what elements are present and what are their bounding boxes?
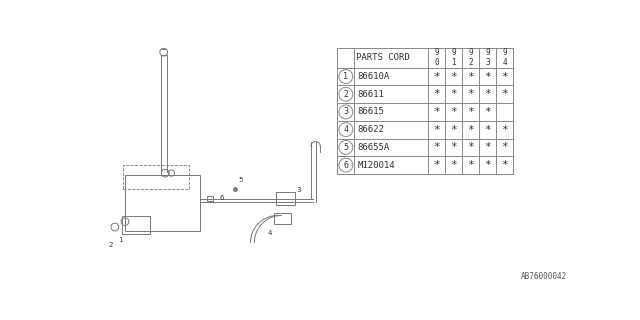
Text: *: * (484, 125, 491, 135)
Bar (276, 192, 294, 205)
Text: 1: 1 (343, 72, 348, 81)
Text: *: * (484, 160, 491, 170)
Text: 2: 2 (109, 242, 113, 248)
Text: *: * (484, 107, 491, 117)
Text: 3: 3 (296, 188, 301, 193)
Text: *: * (450, 89, 457, 99)
Bar (122, 215, 150, 234)
Text: 6: 6 (343, 161, 348, 170)
Text: 86655A: 86655A (358, 143, 390, 152)
Bar (274, 213, 291, 224)
Text: *: * (433, 160, 440, 170)
Text: *: * (501, 89, 508, 99)
Text: 86610A: 86610A (358, 72, 390, 81)
Text: 4: 4 (343, 125, 348, 134)
Text: *: * (501, 142, 508, 152)
Text: *: * (433, 89, 440, 99)
Text: 5: 5 (343, 143, 348, 152)
Text: 9
2: 9 2 (468, 48, 473, 67)
Text: *: * (467, 125, 474, 135)
Text: *: * (484, 89, 491, 99)
Bar (337, 48, 513, 174)
Text: *: * (501, 71, 508, 82)
Text: PARTS CORD: PARTS CORD (356, 53, 410, 62)
Text: 86615: 86615 (358, 108, 385, 116)
Text: 3: 3 (343, 108, 348, 116)
Text: 2: 2 (343, 90, 348, 99)
Text: *: * (450, 107, 457, 117)
Text: 9
3: 9 3 (485, 48, 490, 67)
Text: 4: 4 (268, 230, 272, 236)
Text: AB76000042: AB76000042 (520, 272, 566, 281)
Text: *: * (501, 125, 508, 135)
Text: *: * (467, 160, 474, 170)
Text: 6: 6 (220, 195, 224, 201)
Bar (123, 165, 189, 188)
Bar (125, 175, 200, 231)
Text: *: * (450, 160, 457, 170)
Text: *: * (467, 107, 474, 117)
Text: 9
1: 9 1 (451, 48, 456, 67)
Text: 9
0: 9 0 (434, 48, 439, 67)
Text: 5: 5 (239, 177, 243, 183)
Text: 86622: 86622 (358, 125, 385, 134)
Text: *: * (450, 125, 457, 135)
Text: *: * (467, 71, 474, 82)
Text: 86611: 86611 (358, 90, 385, 99)
Text: *: * (433, 142, 440, 152)
Text: *: * (433, 107, 440, 117)
Text: 1: 1 (118, 237, 122, 243)
Text: *: * (433, 71, 440, 82)
Text: *: * (450, 71, 457, 82)
Text: *: * (484, 142, 491, 152)
Bar (207, 196, 213, 201)
Text: 9
4: 9 4 (502, 48, 507, 67)
Text: *: * (467, 142, 474, 152)
Text: *: * (484, 71, 491, 82)
Text: *: * (501, 160, 508, 170)
Text: *: * (433, 125, 440, 135)
Text: M120014: M120014 (358, 161, 395, 170)
Text: *: * (450, 142, 457, 152)
Text: *: * (467, 89, 474, 99)
